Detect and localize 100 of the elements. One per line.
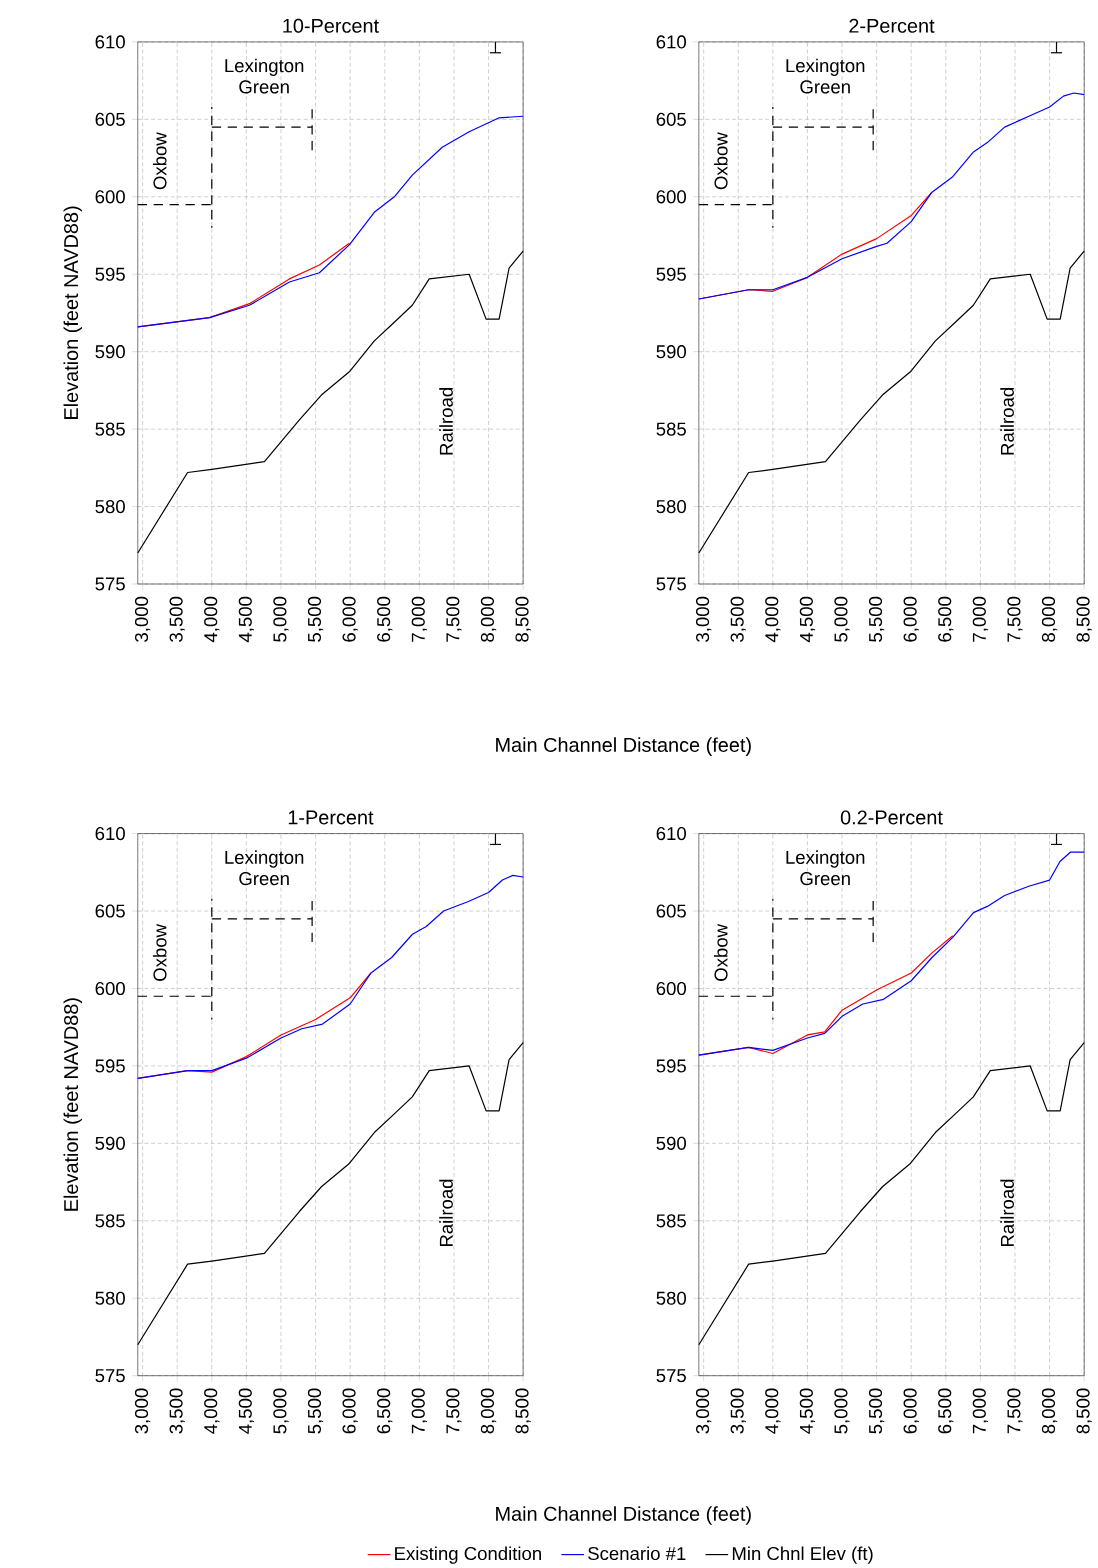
y-tick-label: 580 — [95, 1291, 125, 1305]
x-tick-label: 8,500 — [515, 1388, 531, 1434]
y-tick-label: 605 — [656, 112, 686, 126]
x-tick-label: 3,500 — [730, 596, 746, 642]
x-tick-label: 3,000 — [695, 1388, 712, 1434]
y-tick-label: 585 — [656, 422, 686, 436]
x-tick-label: 4,000 — [204, 1388, 220, 1434]
x-tick-label: 4,500 — [238, 596, 255, 643]
x-tick-label: 7,500 — [1007, 596, 1023, 642]
x-tick-label: 4,500 — [799, 1388, 816, 1434]
chart-title: 0.2-Percent — [840, 810, 943, 825]
annotation: Oxbow — [152, 923, 167, 981]
y-tick-label: 610 — [656, 35, 686, 49]
y-tick-label: 590 — [95, 345, 125, 359]
y-axis-title: Elevation (feet NAVD88) — [63, 206, 83, 419]
x-tick-label: 4,500 — [238, 1388, 255, 1434]
annotation: Lexington Green — [225, 58, 304, 94]
x-tick-label: 5,000 — [273, 1388, 289, 1434]
y-tick-label: 585 — [95, 422, 125, 436]
y-tick-label: 580 — [656, 499, 686, 514]
x-tick-label: 6,000 — [903, 1388, 919, 1434]
y-tick-label: 580 — [656, 1291, 686, 1305]
chart-title: 10-Percent — [283, 18, 379, 33]
x-tick-label: 7,000 — [972, 596, 989, 642]
y-tick-label: 610 — [656, 827, 686, 841]
x-tick-label: 6,500 — [377, 1388, 393, 1434]
y-tick-label: 585 — [95, 1214, 125, 1228]
annotation: Oxbow — [713, 923, 728, 981]
legend-label: Existing Condition — [395, 1546, 541, 1564]
annotation: Lexington Green — [786, 58, 865, 94]
annotation: Oxbow — [152, 132, 167, 190]
y-tick-label: 605 — [95, 904, 125, 918]
y-tick-label: 575 — [656, 1369, 686, 1383]
x-tick-label: 7,000 — [411, 1388, 427, 1434]
y-tick-label: 595 — [95, 267, 125, 281]
x-tick-label: 4,500 — [799, 596, 816, 643]
x-tick-label: 7,500 — [446, 596, 462, 642]
x-tick-label: 4,000 — [765, 596, 781, 643]
annotation: Lexington Green — [225, 850, 304, 886]
x-tick-label: 5,000 — [834, 596, 850, 642]
y-tick-label: 580 — [95, 499, 125, 514]
x-tick-label: 3,500 — [730, 1388, 746, 1434]
legend-label: Min Chnl Elev (ft) — [732, 1546, 873, 1564]
x-tick-label: 5,500 — [868, 596, 885, 642]
x-tick-label: 3,000 — [134, 596, 151, 642]
y-tick-label: 585 — [656, 1214, 686, 1228]
annotation: Lexington Green — [786, 850, 865, 886]
x-tick-label: 6,500 — [377, 596, 393, 642]
x-tick-label: 7,500 — [1007, 1388, 1023, 1434]
x-tick-label: 4,000 — [765, 1388, 781, 1434]
x-tick-label: 5,500 — [307, 596, 324, 642]
x-axis-title: Main Channel Distance (feet) — [496, 1506, 751, 1525]
x-tick-label: 6,000 — [342, 596, 358, 642]
x-tick-label: 5,000 — [273, 596, 289, 642]
annotation: Railroad — [439, 1179, 453, 1247]
y-tick-label: 595 — [95, 1059, 125, 1073]
x-tick-label: 8,500 — [1076, 1388, 1092, 1434]
y-tick-label: 605 — [656, 904, 686, 918]
x-tick-label: 4,000 — [204, 596, 220, 643]
x-tick-label: 7,500 — [446, 1388, 462, 1434]
annotation: Railroad — [1000, 388, 1014, 455]
x-tick-label: 3,000 — [695, 596, 712, 642]
y-tick-label: 575 — [95, 577, 125, 591]
chart-title: 2-Percent — [849, 18, 935, 33]
y-tick-label: 590 — [656, 345, 686, 359]
x-tick-label: 8,000 — [480, 596, 497, 642]
x-tick-label: 6,000 — [903, 596, 919, 642]
annotation: Oxbow — [713, 132, 728, 190]
x-tick-label: 5,500 — [868, 1388, 885, 1434]
y-tick-label: 590 — [95, 1136, 125, 1150]
y-tick-label: 600 — [95, 190, 125, 204]
y-tick-label: 575 — [656, 577, 686, 591]
x-tick-label: 3,000 — [134, 1388, 151, 1434]
y-tick-label: 595 — [656, 1059, 686, 1073]
x-tick-label: 8,500 — [1076, 596, 1092, 642]
x-tick-label: 3,500 — [169, 596, 185, 642]
x-tick-label: 5,000 — [834, 1388, 850, 1434]
x-tick-label: 5,500 — [307, 1388, 324, 1434]
x-tick-label: 6,500 — [938, 596, 954, 642]
annotation: Railroad — [439, 388, 453, 455]
y-tick-label: 600 — [656, 190, 686, 204]
y-tick-label: 595 — [656, 267, 686, 281]
x-tick-label: 3,500 — [169, 1388, 185, 1434]
x-tick-label: 8,500 — [515, 596, 531, 642]
x-tick-label: 8,000 — [1041, 1388, 1058, 1434]
y-tick-label: 605 — [95, 112, 125, 126]
x-tick-label: 7,000 — [972, 1388, 989, 1434]
y-tick-label: 610 — [95, 35, 125, 49]
x-tick-label: 6,000 — [342, 1388, 358, 1434]
x-axis-title: Main Channel Distance (feet) — [496, 737, 751, 756]
x-tick-label: 8,000 — [480, 1388, 497, 1434]
y-tick-label: 590 — [656, 1136, 686, 1150]
y-tick-label: 600 — [95, 981, 125, 996]
y-tick-label: 600 — [656, 981, 686, 996]
y-axis-title: Elevation (feet NAVD88) — [63, 998, 83, 1211]
y-tick-label: 575 — [95, 1369, 125, 1383]
x-tick-label: 8,000 — [1041, 596, 1058, 642]
chart-title: 1-Percent — [288, 810, 374, 825]
x-tick-label: 6,500 — [938, 1388, 954, 1434]
y-tick-label: 610 — [95, 827, 125, 841]
